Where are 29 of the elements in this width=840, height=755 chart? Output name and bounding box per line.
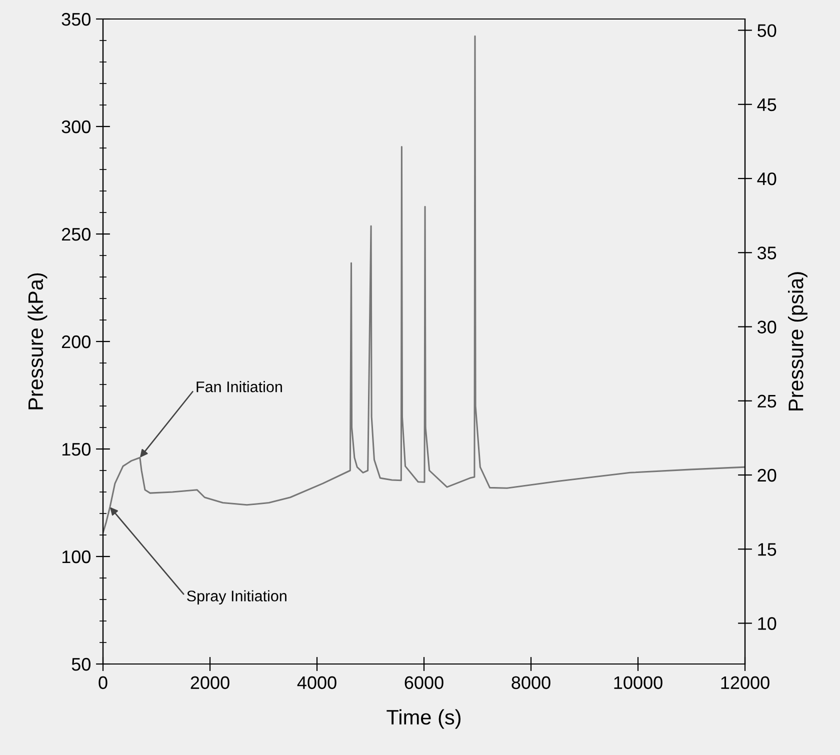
x-tick-label: 10000: [614, 676, 662, 690]
y2-tick-label: 25: [758, 394, 776, 408]
x-tick-label: 2000: [190, 676, 230, 690]
y-tick-label: 350: [62, 12, 90, 26]
line-series: [103, 35, 745, 534]
y2-tick-label: 35: [757, 246, 776, 260]
y2-tick-label: 30: [757, 320, 776, 334]
y2-tick-label: 45: [757, 98, 776, 112]
y2-tick-label: 15: [758, 543, 776, 556]
x-axis-title: Time (s): [386, 709, 461, 729]
y-tick-label: 250: [62, 228, 90, 241]
y2-tick-label: 20: [758, 468, 776, 482]
x-tick-label: 12000: [721, 676, 770, 690]
y2-tick-label: 10: [758, 617, 776, 630]
x-tick-label: 6000: [404, 676, 444, 690]
y2-tick-label: 40: [757, 172, 776, 186]
annotation: Fan Initiation: [196, 381, 282, 392]
y-tick-label: 200: [62, 335, 90, 348]
x-tick-label: 0: [98, 676, 108, 690]
x-tick-label: 8000: [512, 676, 550, 690]
y2-axis-title: Pressure (psia): [788, 272, 808, 410]
y-tick-label: 100: [62, 550, 90, 564]
y-axis-title: Pressure (kPa): [28, 273, 48, 410]
y-tick-label: 300: [62, 120, 90, 134]
y-tick-label: 50: [72, 658, 90, 671]
annotation: Spray Initiation: [187, 590, 286, 604]
x-tick-label: 4000: [297, 676, 336, 690]
y2-tick-label: 50: [758, 24, 776, 37]
y-tick-label: 150: [62, 442, 90, 456]
